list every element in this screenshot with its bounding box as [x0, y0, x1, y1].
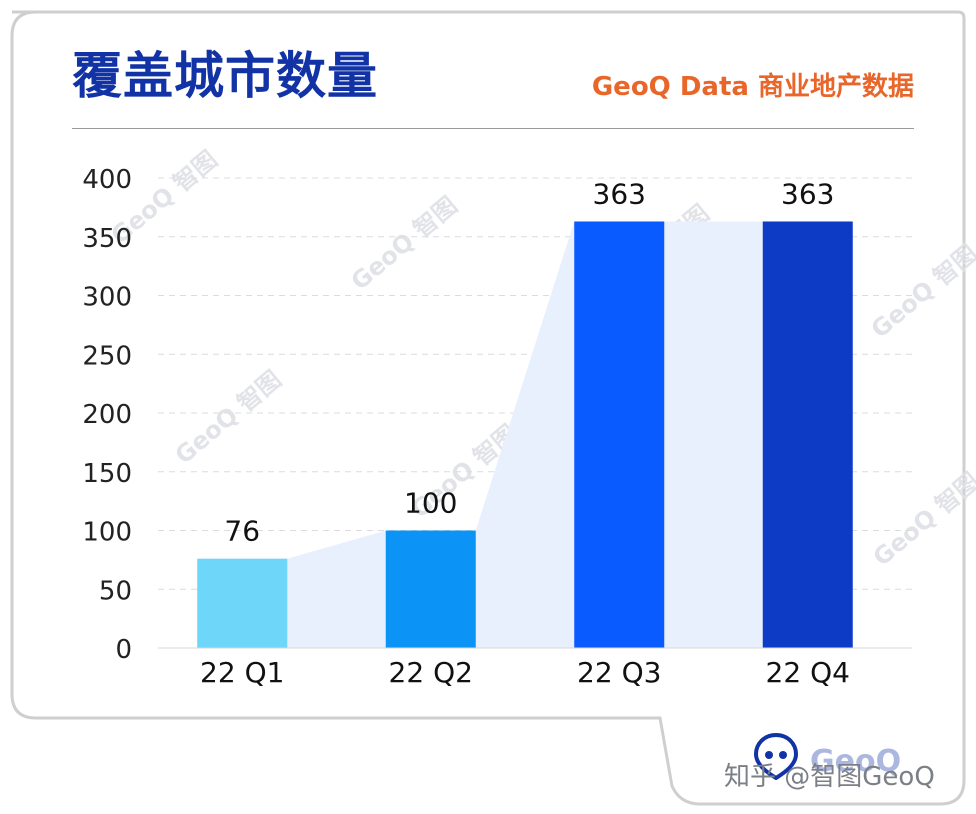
data-label: 76: [224, 515, 260, 548]
y-tick-label: 250: [82, 341, 132, 371]
y-tick-label: 50: [99, 576, 132, 606]
y-tick-label: 150: [82, 459, 132, 489]
data-label: 363: [781, 177, 834, 210]
geoq-logo-icon: [753, 732, 799, 780]
x-tick-label: 22 Q4: [766, 656, 850, 689]
x-axis-ticks: 22 Q1 22 Q2 22 Q3 22 Q4: [200, 656, 850, 689]
trend-area: [197, 221, 853, 648]
credit-watermark: 知乎 @智图GeoQ: [724, 762, 935, 792]
logo-wordmark: GeoQ: [810, 744, 902, 779]
x-tick-label: 22 Q1: [200, 656, 284, 689]
bar: [762, 221, 853, 648]
data-labels: 76 100 363 363: [224, 177, 834, 547]
data-label: 100: [404, 487, 457, 520]
data-source-label: GeoQ Data 商业地产数据: [591, 72, 914, 102]
y-axis-ticks: 0 50 100 150 200 250 300 350 400: [82, 165, 132, 665]
header-divider: [72, 128, 914, 129]
y-tick-label: 100: [82, 518, 132, 548]
bar: [574, 221, 665, 648]
y-tick-label: 200: [82, 400, 132, 430]
y-tick-label: 400: [82, 165, 132, 195]
y-tick-label: 300: [82, 283, 132, 313]
data-label: 363: [593, 177, 646, 210]
x-tick-label: 22 Q2: [389, 656, 473, 689]
page-title: 覆盖城市数量: [72, 47, 378, 105]
x-tick-label: 22 Q3: [577, 656, 661, 689]
bar: [197, 558, 288, 648]
bars: [197, 221, 853, 648]
bar: [385, 530, 476, 648]
y-tick-label: 350: [82, 224, 132, 254]
y-tick-label: 0: [115, 635, 132, 665]
